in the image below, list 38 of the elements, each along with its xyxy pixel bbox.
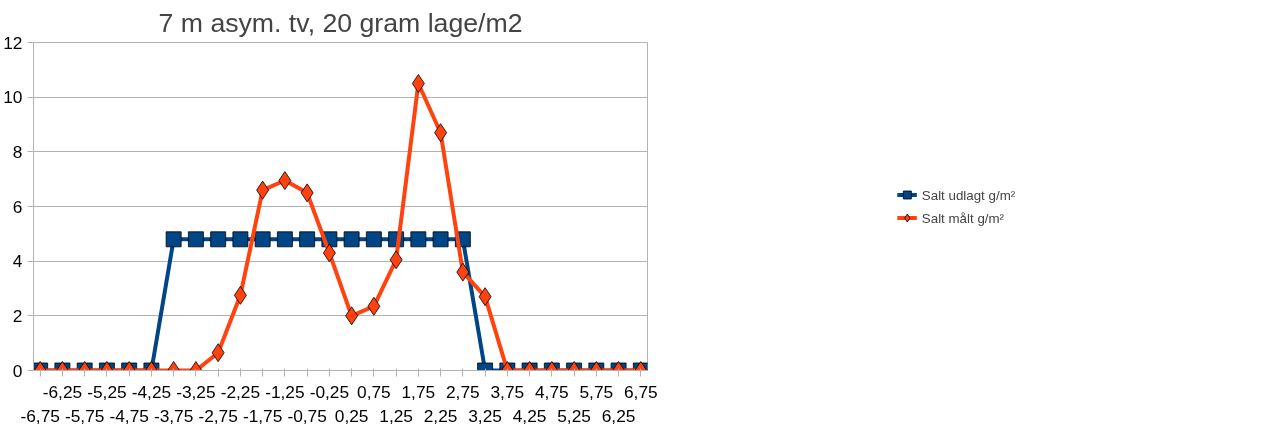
y-tick-label: 0 [12,360,23,381]
x-tick-label: 2,25 [423,405,458,426]
y-tick-label: 12 [3,32,23,53]
x-tick-label: -2,25 [220,381,261,402]
x-tick-label: 1,75 [401,381,436,402]
legend-label: Salt udlagt g/m² [921,187,1016,202]
y-tick-label: 10 [3,87,23,108]
x-tick-label: -4,75 [109,405,149,426]
x-tick-label: -2,75 [198,405,238,426]
y-tick-label: 4 [12,251,23,272]
x-tick-label: 2,75 [445,381,480,402]
x-tick-label: -6,75 [20,405,60,426]
y-tick-label: 2 [12,305,23,326]
x-tick-label: 0,75 [357,381,391,402]
chart-title: 7 m asym. tv, 20 gram lage/m2 [158,7,523,38]
x-tick-label: 6,25 [601,405,636,426]
x-tick-label: -5,75 [64,405,105,426]
x-tick-label: -6,25 [42,381,83,402]
x-tick-label: -0,25 [309,381,350,402]
x-tick-label: 1,25 [379,405,413,426]
x-tick-label: 4,25 [512,405,547,426]
x-tick-label: 0,25 [334,405,369,426]
x-tick-label: -3,75 [153,405,194,426]
legend-label: Salt målt g/m² [921,210,1005,225]
x-tick-label: -5,25 [87,381,127,402]
x-tick-label: 6,75 [623,381,658,402]
x-tick-label: -4,25 [131,381,172,402]
x-tick-label: -1,25 [265,381,305,402]
x-tick-label: -1,75 [242,405,283,426]
x-tick-label: -0,75 [287,405,327,426]
y-tick-label: 8 [12,141,23,162]
x-tick-label: 3,75 [490,381,525,402]
x-tick-label: 4,75 [534,381,569,402]
x-tick-label: 5,25 [557,405,591,426]
x-tick-label: -3,25 [176,381,216,402]
y-tick-label: 6 [12,196,23,217]
x-tick-label: 5,75 [579,381,614,402]
x-tick-label: 3,25 [468,405,502,426]
